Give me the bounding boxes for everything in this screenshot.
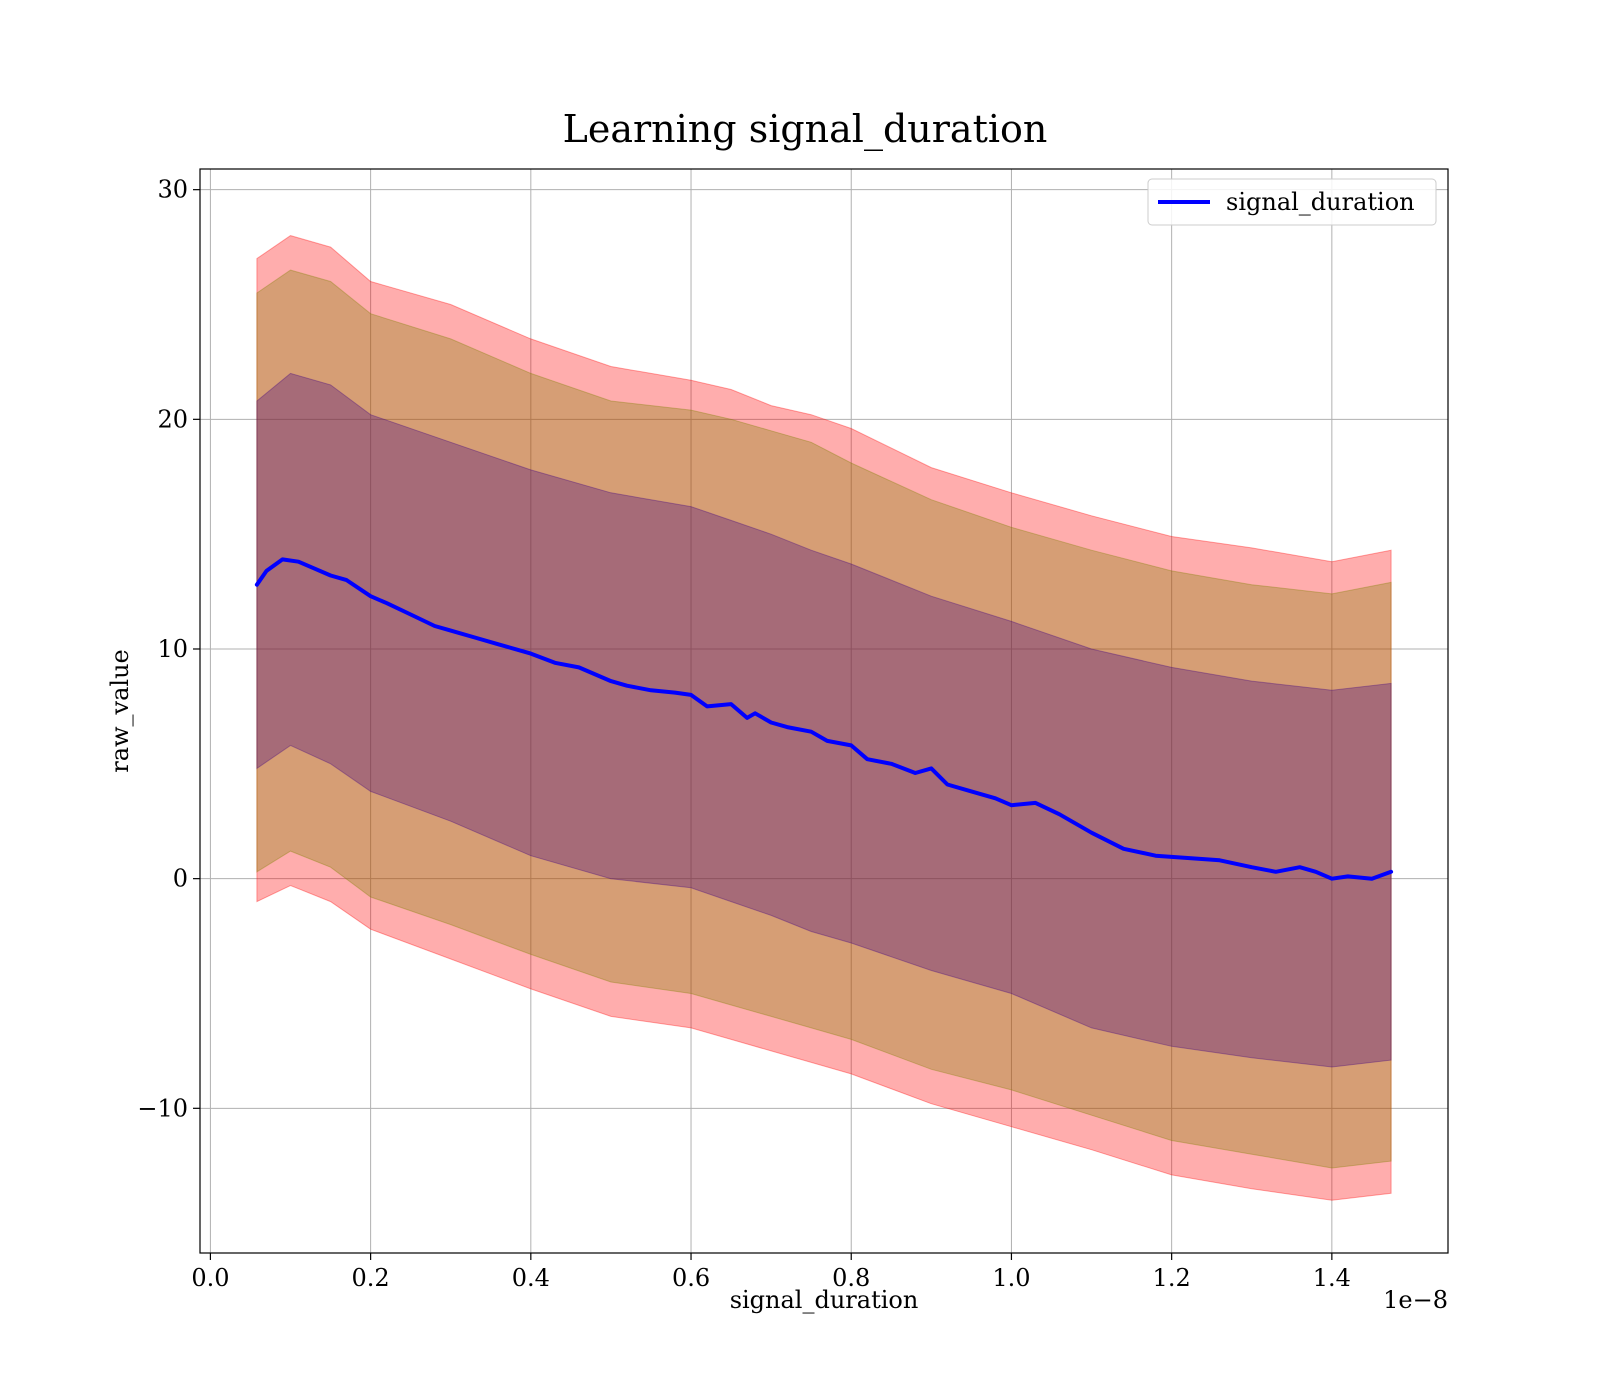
y-axis-ticks: −10 0 10 20 30 [137,176,200,1122]
plot-frame [199,168,1449,1254]
band-2 [256,269,1392,1169]
y-tick-label: 30 [157,176,188,204]
x-tick-label: 1.2 [1153,1264,1191,1292]
x-tick-label: 0.8 [832,1264,870,1292]
chart-title: Learning signal_duration [563,107,1048,152]
legend-label: signal_duration [1226,188,1415,216]
x-tick-label: 1.0 [992,1264,1030,1292]
legend-box [1147,178,1437,226]
x-axis-ticks: 0.0 0.2 0.4 0.6 0.8 1.0 1.2 1.4 [191,1253,1351,1292]
x-tick-label: 0.6 [672,1264,710,1292]
x-tick-label: 1.4 [1313,1264,1351,1292]
x-tick-label: 0.2 [352,1264,390,1292]
x-tick-label: 0.4 [512,1264,550,1292]
x-axis-offset-label: 1e−8 [1383,1286,1448,1314]
series-line-1 [254,557,1394,881]
band-1 [256,235,1392,1201]
legend: signal_duration [1147,178,1437,226]
y-axis-label: raw_value [106,649,134,773]
x-tick-label: 0.0 [191,1264,229,1292]
variance-bands [256,235,1392,1201]
x-axis-label: signal_duration [730,1286,919,1314]
band-3 [256,372,1392,1068]
y-tick-label: 20 [157,405,188,433]
y-tick-label: 10 [157,635,188,663]
y-tick-label: 0 [173,865,188,893]
series-lines [254,557,1394,881]
y-tick-label: −10 [137,1094,188,1122]
